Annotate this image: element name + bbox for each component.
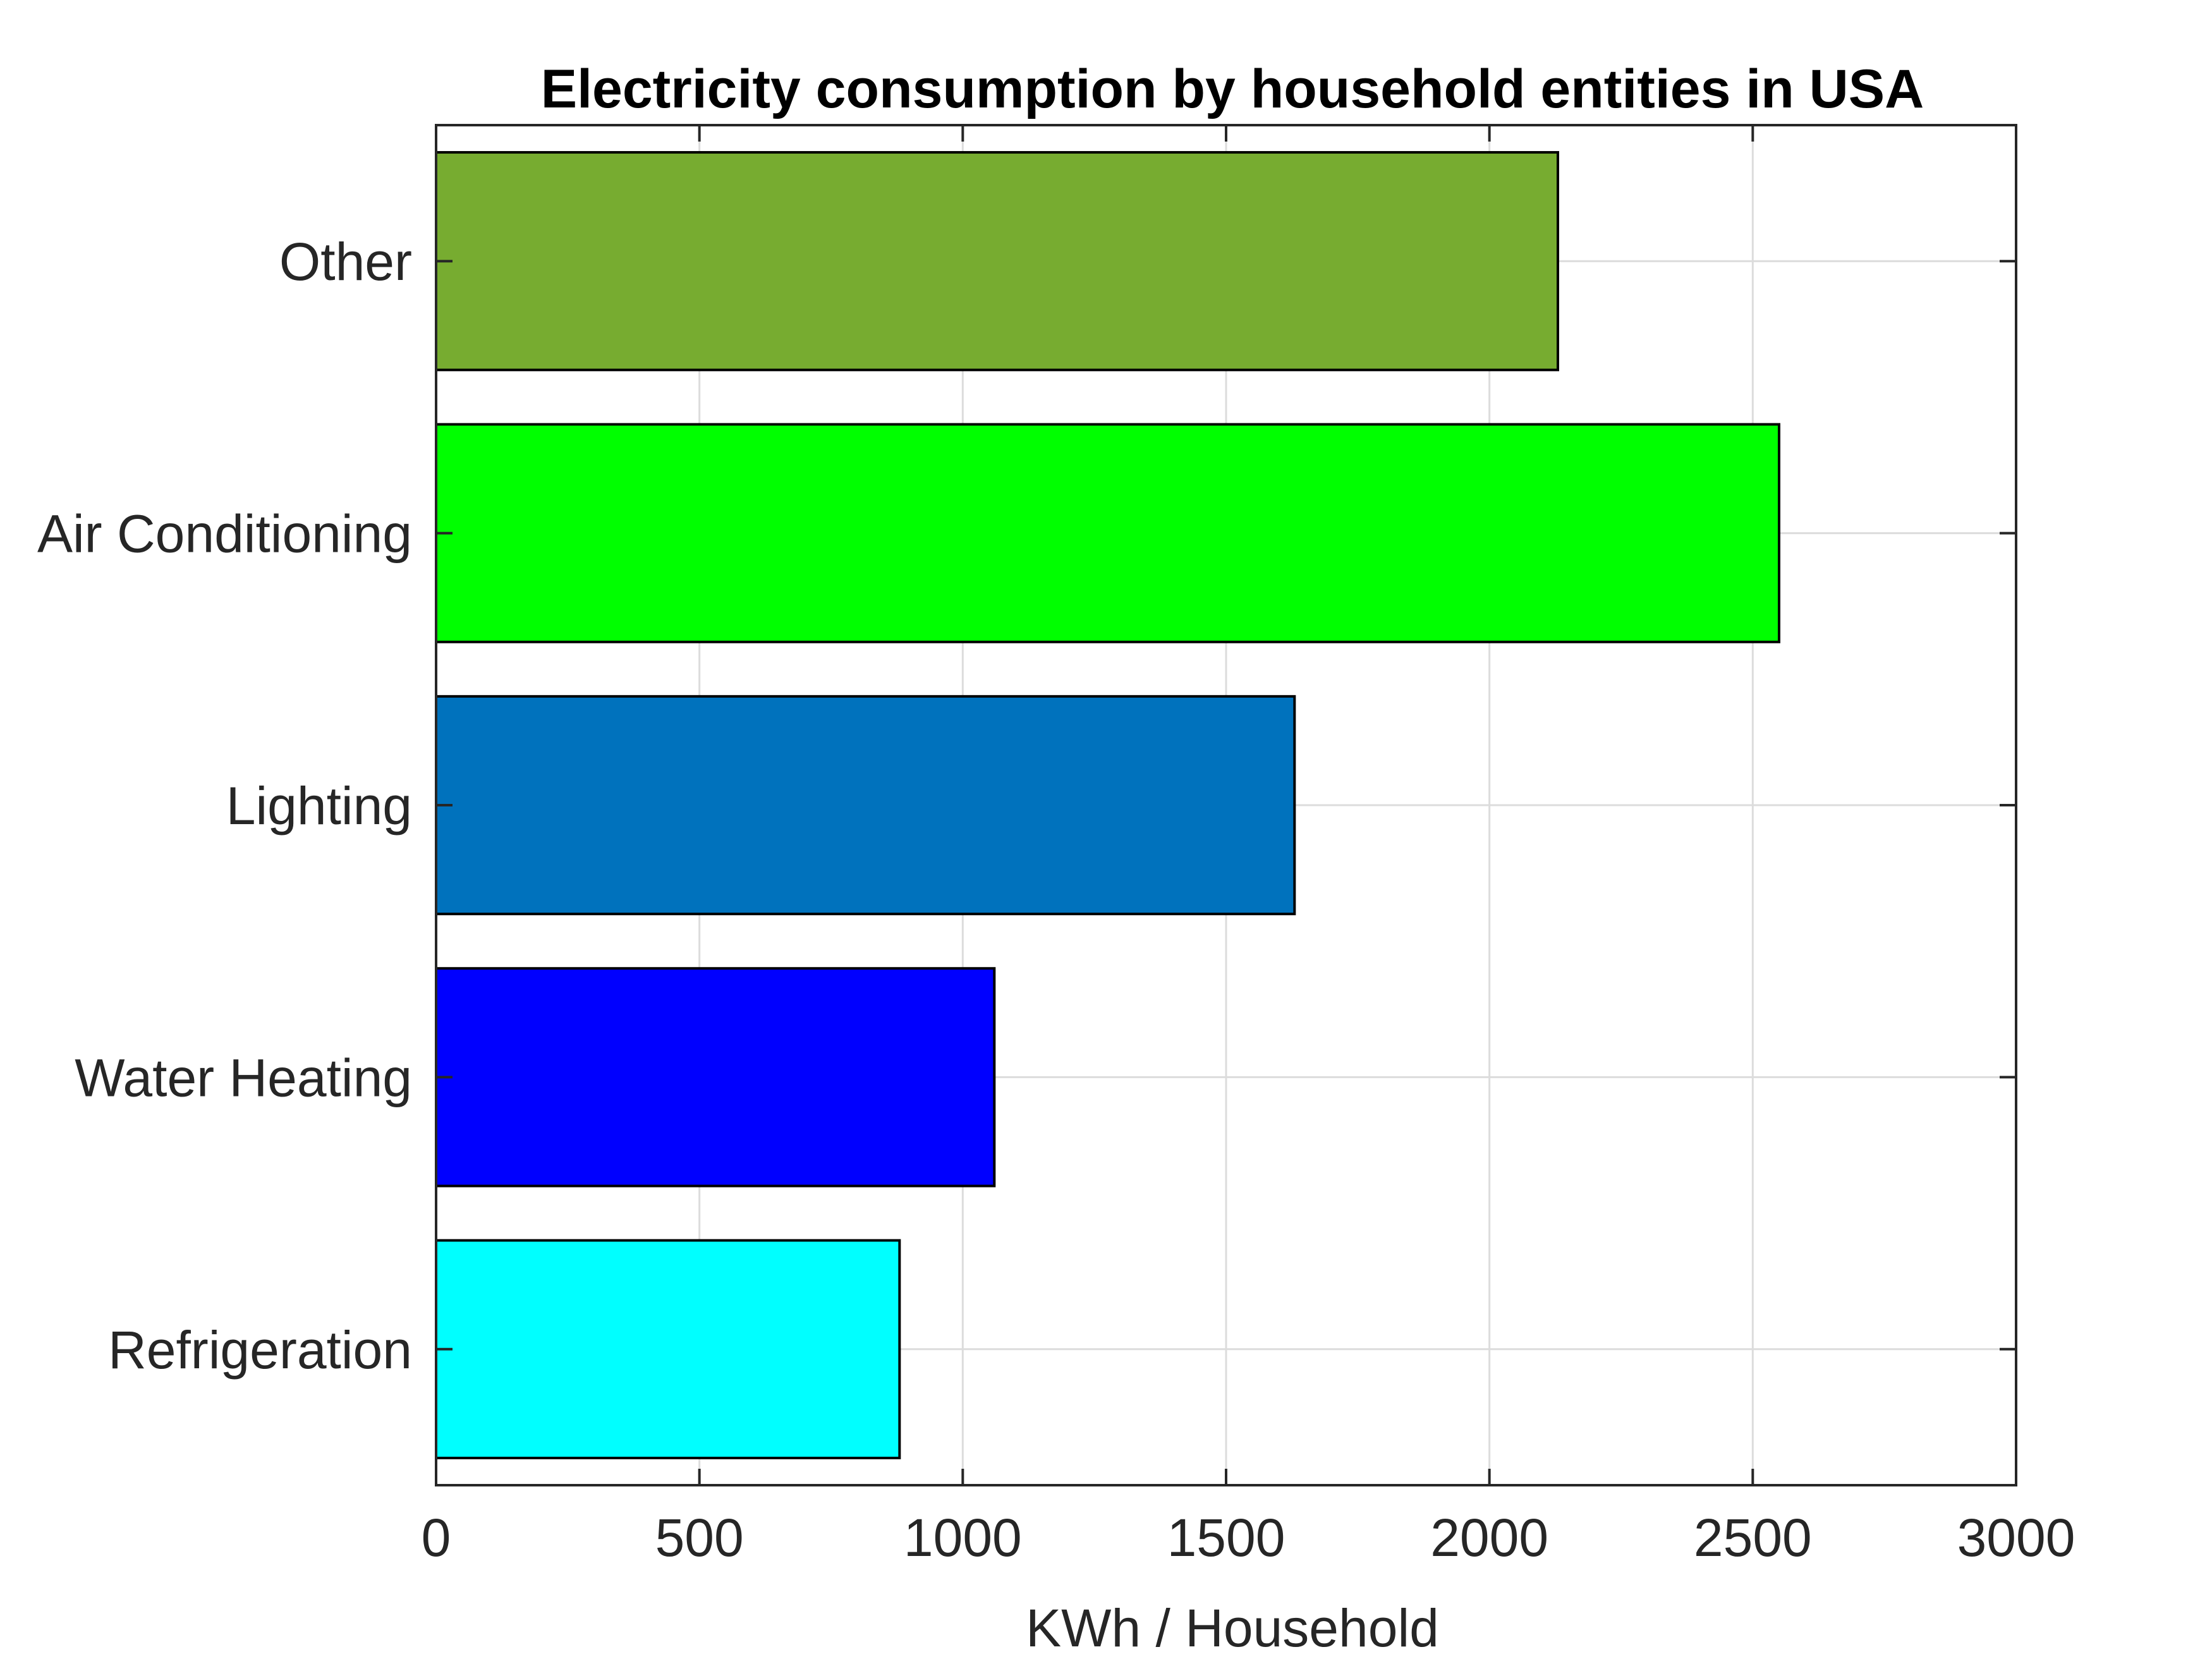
x-axis-label: KWh / Household xyxy=(1026,1598,1439,1658)
y-tick-label: Other xyxy=(279,232,412,291)
y-tick-label: Refrigeration xyxy=(108,1320,412,1380)
y-tick-label: Water Heating xyxy=(75,1048,412,1107)
y-tick-labels: Refrigeration Water Heating Lighting Air Co… xyxy=(37,232,412,1380)
x-tick-label: 1000 xyxy=(904,1508,1022,1567)
y-tick-label: Lighting xyxy=(226,776,412,836)
chart-title: Electricity consumption by household ent… xyxy=(541,59,1924,119)
x-tick-label: 500 xyxy=(655,1508,744,1567)
x-tick-label: 1500 xyxy=(1167,1508,1285,1567)
y-tick-label: Air Conditioning xyxy=(37,504,412,564)
bar-lighting xyxy=(435,695,1296,916)
x-tick-label: 3000 xyxy=(1957,1508,2075,1567)
bar-refrigeration xyxy=(435,1239,901,1459)
x-tick-label: 2000 xyxy=(1430,1508,1548,1567)
bar-water-heating xyxy=(435,967,996,1188)
bar-air-conditioning xyxy=(435,423,1780,643)
axes xyxy=(435,124,2017,1486)
x-tick-label: 0 xyxy=(422,1508,451,1567)
x-tick-label: 2500 xyxy=(1694,1508,1812,1567)
bars xyxy=(435,151,1780,1459)
bar-other xyxy=(435,151,1559,372)
x-tick-labels: 0 500 1000 1500 2000 2500 3000 xyxy=(422,1508,2075,1567)
